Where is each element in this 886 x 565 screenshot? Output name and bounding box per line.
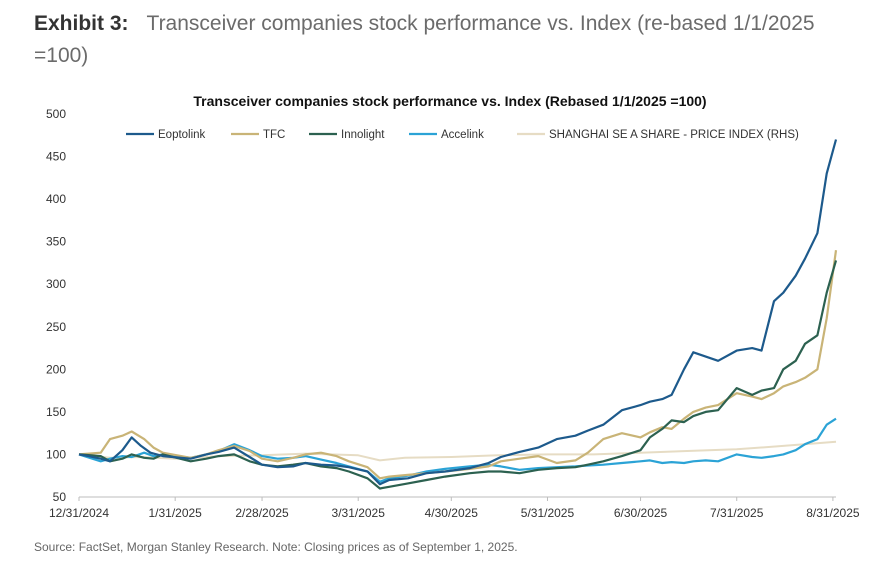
y-tick-label: 300 — [46, 277, 66, 291]
legend-label: Innolight — [341, 129, 385, 141]
chart-title: Transceiver companies stock performance … — [193, 93, 706, 109]
x-tick-label: 6/30/2025 — [614, 506, 668, 520]
y-tick-label: 150 — [46, 405, 66, 419]
x-tick-label: 4/30/2025 — [425, 506, 479, 520]
series-layer — [78, 139, 838, 490]
x-tick-label: 5/31/2025 — [521, 506, 575, 520]
y-tick-label: 250 — [46, 320, 66, 334]
chart: Transceiver companies stock performance … — [46, 93, 860, 520]
legend-label: SHANGHAI SE A SHARE - PRICE INDEX (RHS) — [549, 129, 799, 141]
series-line-tfc — [78, 250, 838, 480]
y-axis: 50 100 150 200 250 300 350 400 450 500 — [46, 107, 66, 504]
y-tick-label: 450 — [46, 150, 66, 164]
y-tick-label: 50 — [53, 490, 67, 504]
x-tick-label: 3/31/2025 — [332, 506, 386, 520]
series-line-innolight — [78, 260, 838, 490]
y-tick-label: 350 — [46, 235, 66, 249]
series-line-eoptolink — [78, 139, 838, 486]
y-tick-label: 200 — [46, 362, 66, 376]
y-tick-label: 100 — [46, 447, 66, 461]
exhibit-title: Transceiver companies stock performance … — [34, 12, 815, 67]
exhibit-header: Exhibit 3: Transceiver companies stock pe… — [34, 8, 864, 72]
legend-label: Eoptolink — [158, 129, 206, 141]
x-tick-label: 8/31/2025 — [806, 506, 860, 520]
x-tick-label: 1/31/2025 — [148, 506, 202, 520]
series-line-shanghai-se-a-share-price-index-rhs — [78, 440, 837, 462]
source-note: Source: FactSet, Morgan Stanley Research… — [34, 540, 518, 554]
exhibit-label: Exhibit 3: — [34, 12, 129, 35]
x-tick-label: 12/31/2024 — [49, 506, 109, 520]
legend-label: Accelink — [441, 129, 484, 141]
legend-label: TFC — [263, 129, 285, 141]
x-tick-label: 2/28/2025 — [235, 506, 289, 520]
x-tick-label: 7/31/2025 — [710, 506, 764, 520]
x-axis: 12/31/2024 1/31/2025 2/28/2025 3/31/2025 4/3… — [49, 496, 860, 520]
y-tick-label: 400 — [46, 192, 66, 206]
y-tick-label: 500 — [46, 107, 66, 121]
legend: Eoptolink TFC Innolight Accelink SHANGHAI SE… — [126, 129, 799, 141]
